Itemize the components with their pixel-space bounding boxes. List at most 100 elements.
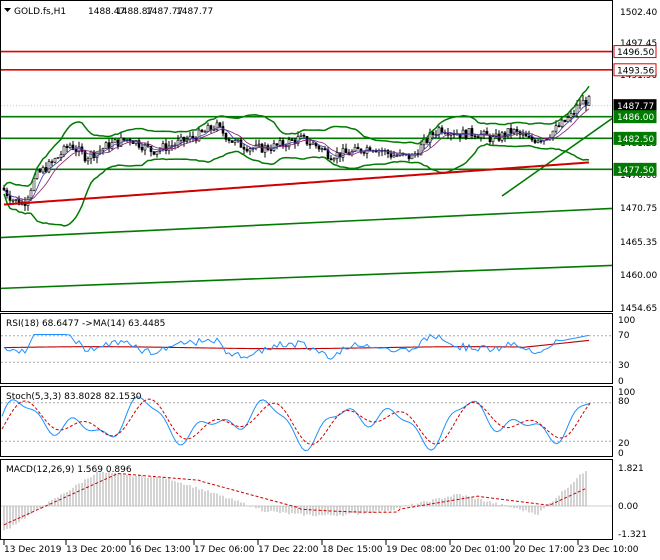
candle-body — [125, 139, 129, 141]
collapse-arrow-icon[interactable] — [4, 8, 11, 12]
candle-body — [257, 143, 261, 146]
main-chart-layer — [0, 50, 613, 290]
y-tick: 1470.75 — [620, 204, 657, 214]
candle-body — [116, 139, 120, 147]
stoch-tick: 0 — [618, 449, 624, 459]
candle-body — [182, 136, 186, 142]
candle-body — [491, 136, 495, 143]
candle-body — [242, 147, 246, 150]
candle-body — [434, 134, 438, 136]
slow-ma-line — [3, 161, 590, 206]
candle-body — [431, 132, 435, 136]
candle-body — [152, 151, 156, 155]
candle-body — [104, 142, 108, 149]
candle-body — [290, 139, 294, 141]
candle-body — [554, 125, 558, 132]
y-tick: 1465.35 — [620, 238, 657, 248]
candle-body — [14, 199, 18, 201]
candle-body — [164, 143, 168, 151]
time-tick: 23 Dec 10:00 — [578, 545, 639, 555]
time-axis: 13 Dec 2019 13 Dec 20:00 16 Dec 13:00 17… — [3, 540, 639, 555]
candle-body — [143, 144, 147, 151]
time-tick: 20 Dec 17:00 — [514, 545, 575, 555]
candle-body — [527, 136, 531, 138]
candle-body — [395, 155, 399, 157]
candle-body — [62, 145, 66, 156]
candle-body — [329, 158, 333, 161]
candle-body — [512, 129, 516, 134]
macd-tick: -1.321 — [618, 530, 647, 540]
rsi-line — [3, 333, 590, 360]
y-tick: 1476.00 — [620, 171, 657, 181]
candle-body — [344, 148, 348, 153]
candle-body — [482, 131, 486, 135]
ohlc-low: 1487.77 — [146, 7, 183, 17]
candle-body — [230, 140, 234, 143]
price-tag-label: 1477.50 — [617, 166, 654, 176]
time-tick: 19 Dec 08:00 — [386, 545, 447, 555]
candle-body — [2, 187, 6, 191]
candle-body — [209, 125, 213, 130]
faster-ma-line — [3, 102, 590, 203]
macd-layer — [1, 471, 612, 531]
candle-body — [89, 151, 93, 160]
price-tag — [613, 162, 657, 176]
candle-body — [569, 113, 573, 118]
time-tick: 17 Dec 06:00 — [194, 545, 255, 555]
candle-body — [362, 152, 366, 154]
candle-body — [275, 143, 279, 146]
stoch-panel[interactable] — [0, 386, 613, 457]
candle-body — [281, 140, 285, 146]
candle-body — [227, 139, 231, 141]
candle-body — [560, 119, 564, 128]
price-tag — [613, 63, 657, 77]
candle-body — [572, 113, 576, 115]
candle-body — [65, 145, 69, 148]
macd-signal-line — [3, 473, 587, 526]
candle-body — [311, 142, 315, 145]
candle-body — [92, 151, 96, 159]
candle-body — [440, 127, 444, 133]
macd-tick: 0.00 — [618, 502, 638, 512]
stoch-main-line — [1, 396, 591, 452]
candle-body — [503, 132, 507, 138]
candle-body — [239, 139, 243, 148]
candle-body — [47, 161, 51, 173]
candle-body — [218, 122, 222, 127]
candle-body — [476, 136, 480, 138]
candle-body — [278, 140, 282, 146]
candle-body — [32, 178, 36, 191]
candle-body — [389, 153, 393, 158]
time-tick: 20 Dec 01:00 — [450, 545, 511, 555]
rsi-tick: 0 — [618, 377, 624, 387]
macd-y-axis: 1.821 0.00 -1.321 — [618, 464, 647, 540]
rsi-tick: 30 — [618, 361, 630, 371]
candle-body — [248, 148, 252, 152]
candle-body — [74, 149, 78, 152]
candle-body — [479, 133, 483, 138]
candle-body — [530, 136, 534, 141]
price-tag — [613, 45, 657, 59]
time-tick: 13 Dec 20:00 — [66, 545, 127, 555]
y-tick: 1502.40 — [620, 8, 657, 18]
candle-body — [425, 138, 429, 143]
candle-body — [332, 158, 336, 161]
ohlc-open: 1488.47 — [88, 7, 125, 17]
candle-body — [191, 135, 195, 139]
candle-body — [203, 131, 207, 133]
candle-body — [305, 135, 309, 145]
time-tick: 17 Dec 22:00 — [258, 545, 319, 555]
macd-label: MACD(12,26,9) 1.569 0.896 — [6, 465, 132, 475]
candle-body — [197, 129, 201, 142]
candle-body — [536, 140, 540, 143]
price-tag-label: 1486.00 — [617, 113, 654, 123]
main-chart-panel[interactable] — [0, 0, 613, 312]
candle-body — [17, 199, 21, 205]
candle-body — [566, 117, 570, 123]
candle-body — [578, 103, 582, 106]
candle-body — [113, 139, 117, 143]
candle-body — [179, 136, 183, 141]
rsi-tick: 70 — [618, 331, 630, 341]
